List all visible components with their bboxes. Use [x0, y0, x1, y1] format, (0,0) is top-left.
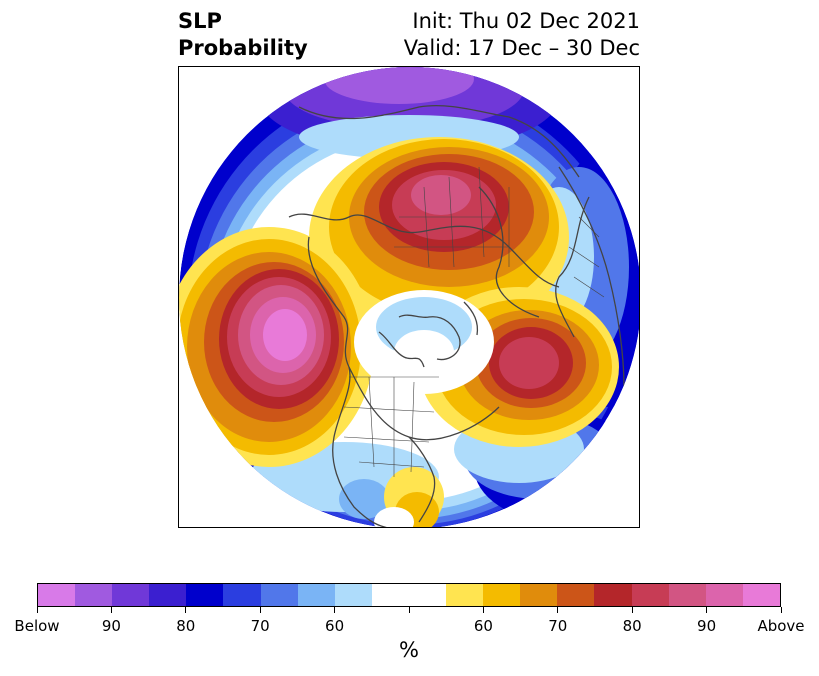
colorbar-segment: [38, 584, 76, 606]
colorbar-tick-label: 90: [697, 617, 717, 635]
colorbar-tick-label: 90: [101, 617, 121, 635]
init-date-label: Init: Thu 02 Dec 2021: [412, 9, 640, 33]
colorbar-segment: [223, 584, 261, 606]
colorbar-segment: [75, 584, 113, 606]
colorbar-tick-label: 60: [325, 617, 345, 635]
colorbar-tick: [482, 607, 484, 613]
colorbar-unit-label: %: [399, 638, 419, 662]
colorbar-segment: [631, 584, 669, 606]
colorbar-tick: [185, 607, 187, 613]
colorbar-tick: [408, 607, 410, 613]
valid-period: Init: Thu 02 Dec 2021 Valid: 17 Dec – 30…: [404, 8, 640, 62]
valid-date-label: Valid: 17 Dec – 30 Dec: [403, 36, 640, 60]
positive-west-region: [179, 227, 374, 467]
colorbar-segment: [371, 584, 409, 606]
colorbar-segment: [668, 584, 706, 606]
positive-north-region: [309, 137, 569, 337]
colorbar-tick-label: 80: [176, 617, 196, 635]
colorbar-tick: [334, 607, 336, 613]
borders: [343, 166, 605, 477]
colorbar-segment: [520, 584, 558, 606]
colorbar-tick-label: 70: [250, 617, 270, 635]
arctic-center-region: [354, 290, 494, 527]
colorbar-segment: [149, 584, 187, 606]
colorbar-tick-label: 80: [622, 617, 642, 635]
colorbar-segment: [594, 584, 632, 606]
probability-field: [179, 67, 639, 527]
colorbar-segment: [446, 584, 484, 606]
colorbar-tick: [706, 607, 708, 613]
colorbar-segment: [483, 584, 521, 606]
colorbar-tick-label: Below: [14, 617, 60, 635]
colorbar-segment: [112, 584, 150, 606]
colorbar-tick-label: Above: [757, 617, 805, 635]
colorbar-tick: [259, 607, 261, 613]
colorbar-segment: [297, 584, 335, 606]
colorbar-segment: [186, 584, 224, 606]
colorbar: [37, 583, 781, 607]
colorbar-tick: [36, 607, 38, 613]
colorbar-segment: [557, 584, 595, 606]
colorbar-segment: [334, 584, 372, 606]
colorbar-segment: [260, 584, 298, 606]
polar-map: [178, 66, 640, 528]
colorbar-segment: [742, 584, 780, 606]
colorbar-tick: [631, 607, 633, 613]
colorbar-tick: [110, 607, 112, 613]
map-svg: [179, 67, 639, 527]
title-line-1: SLP: [178, 9, 222, 33]
colorbar-tick: [557, 607, 559, 613]
colorbar-tick-label: 60: [473, 617, 493, 635]
colorbar-segment: [705, 584, 743, 606]
chart-title: SLP Probability: [178, 8, 308, 62]
colorbar-tick: [780, 607, 782, 613]
coastlines: [288, 104, 625, 527]
title-line-2: Probability: [178, 36, 308, 60]
colorbar-tick-label: 70: [548, 617, 568, 635]
colorbar-segment: [408, 584, 447, 606]
